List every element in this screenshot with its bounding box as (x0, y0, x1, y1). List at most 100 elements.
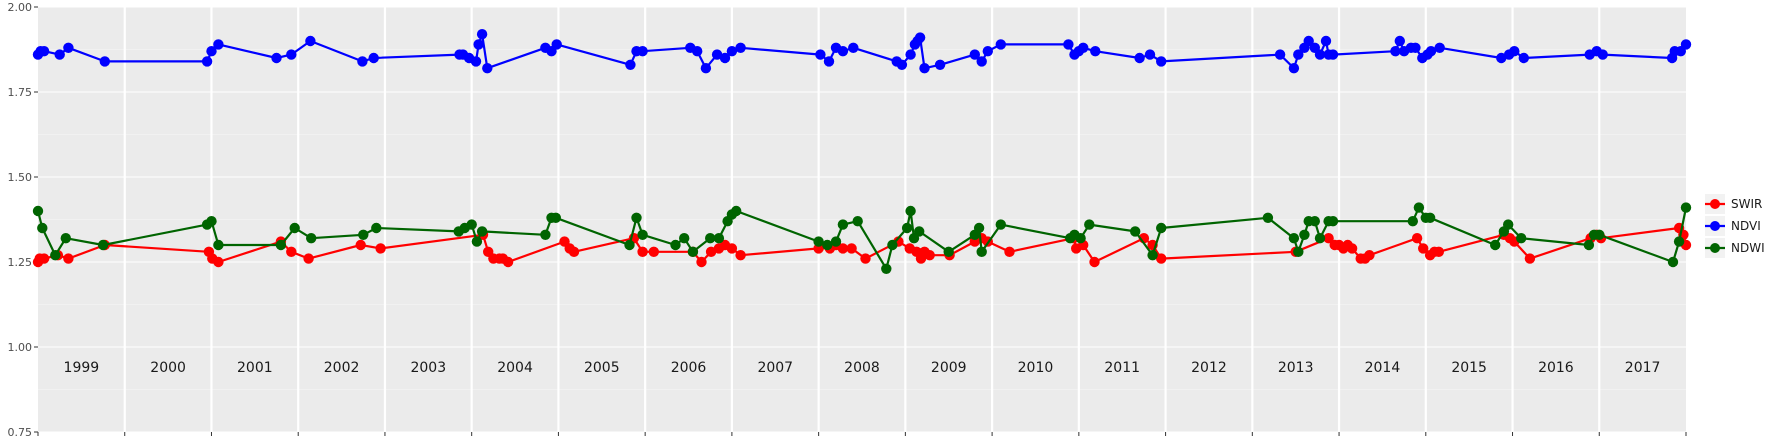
data-point-ndwi (275, 239, 287, 251)
data-point-swir (1156, 253, 1167, 264)
data-point-ndwi (32, 205, 44, 217)
data-point-ndwi (852, 216, 863, 227)
data-point-swir (213, 256, 224, 268)
year-label: 1999 (64, 360, 100, 376)
year-label: 2006 (671, 360, 707, 376)
data-point-ndvi (63, 42, 74, 53)
year-label: 2000 (150, 360, 186, 376)
data-point-ndwi (1680, 202, 1692, 213)
y-tick-label: 1.50 (8, 171, 33, 184)
data-point-ndwi (973, 222, 985, 234)
data-point-ndvi (1597, 49, 1608, 60)
data-point-swir (648, 246, 659, 257)
year-label: 2009 (931, 360, 967, 376)
legend-label: NDVI (1731, 219, 1761, 233)
data-point-ndvi (99, 56, 111, 67)
data-point-ndvi (213, 39, 224, 50)
data-point-ndvi (1156, 56, 1167, 67)
legend-label: NDWI (1731, 241, 1765, 255)
data-point-ndvi (976, 56, 987, 67)
data-point-swir (696, 256, 707, 268)
data-point-ndvi (1410, 42, 1421, 53)
data-point-ndvi (473, 39, 484, 50)
data-point-ndvi (470, 56, 482, 67)
data-point-ndwi (1594, 229, 1605, 240)
series-ndvi (32, 29, 1692, 74)
year-label: 2004 (497, 360, 533, 376)
data-point-swir (1089, 256, 1100, 268)
legend: SWIR NDVI NDWI (1705, 194, 1765, 258)
data-point-ndwi (1156, 222, 1167, 234)
data-point-ndwi (887, 239, 898, 251)
year-label: 2015 (1451, 360, 1487, 376)
data-point-ndvi (1293, 49, 1304, 60)
data-point-ndwi (476, 226, 488, 237)
data-point-swir (637, 246, 648, 257)
data-point-ndvi (692, 46, 703, 57)
data-point-ndvi (1425, 46, 1437, 57)
data-point-ndvi (1496, 52, 1507, 64)
year-label: 2016 (1538, 360, 1574, 376)
data-point-ndvi (357, 56, 368, 67)
data-point-ndwi (50, 250, 61, 261)
data-point-ndvi (271, 52, 282, 64)
y-tick-label: 2.00 (8, 1, 33, 14)
data-point-ndvi (1303, 35, 1314, 47)
year-labels: 1999 2000 2001 2002 2003 2004 2005 2006 2007 2008… (64, 360, 1661, 376)
data-point-ndwi (1084, 219, 1095, 230)
data-point-ndvi (1274, 49, 1286, 60)
data-point-ndvi (38, 46, 50, 57)
y-tick-label: 0.75 (8, 426, 33, 439)
data-point-ndwi (905, 205, 916, 217)
year-label: 2001 (237, 360, 273, 376)
legend-item-ndvi: NDVI (1705, 216, 1761, 236)
year-label: 2002 (324, 360, 360, 376)
data-point-swir (1418, 243, 1429, 254)
data-point-ndwi (679, 233, 690, 244)
year-label: 2012 (1191, 360, 1227, 376)
data-point-ndwi (1407, 216, 1419, 227)
data-point-ndvi (837, 46, 849, 57)
data-point-ndvi (54, 49, 65, 60)
data-point-ndwi (550, 212, 561, 223)
data-point-ndvi (625, 59, 636, 70)
data-point-ndwi (881, 263, 892, 274)
legend-label: SWIR (1731, 197, 1762, 211)
data-point-ndwi (995, 219, 1006, 230)
data-point-ndvi (286, 49, 297, 60)
data-point-ndvi (700, 62, 712, 74)
data-point-swir (1433, 246, 1445, 257)
data-point-swir (860, 253, 871, 264)
data-point-ndvi (1394, 35, 1406, 47)
data-point-ndwi (471, 236, 483, 247)
year-label: 2008 (844, 360, 880, 376)
data-point-swir (1323, 233, 1334, 244)
data-point-swir (38, 253, 50, 264)
legend-item-swir: SWIR (1705, 194, 1762, 214)
data-point-ndvi (815, 49, 826, 60)
data-point-ndvi (1434, 42, 1445, 53)
data-point-ndwi (624, 239, 635, 251)
data-point-ndwi (705, 233, 716, 244)
data-point-ndvi (305, 35, 316, 47)
data-point-ndvi (726, 46, 738, 57)
data-point-ndwi (1309, 216, 1321, 227)
data-point-ndwi (813, 236, 824, 247)
data-point-ndvi (719, 52, 731, 64)
data-point-swir (1524, 253, 1536, 264)
data-point-ndwi (1413, 202, 1425, 213)
data-point-ndwi (1262, 212, 1274, 223)
year-label: 2007 (757, 360, 793, 376)
data-point-ndwi (306, 233, 317, 244)
data-point-ndvi (823, 56, 835, 67)
data-point-ndwi (976, 246, 987, 257)
data-point-ndvi (476, 29, 488, 40)
data-point-ndvi (1314, 49, 1326, 60)
data-point-swir (1346, 243, 1358, 254)
data-point-swir (568, 246, 580, 257)
data-point-swir (375, 243, 386, 254)
data-point-ndwi (1516, 233, 1527, 244)
data-point-ndvi (914, 32, 926, 43)
data-point-swir (846, 243, 857, 254)
